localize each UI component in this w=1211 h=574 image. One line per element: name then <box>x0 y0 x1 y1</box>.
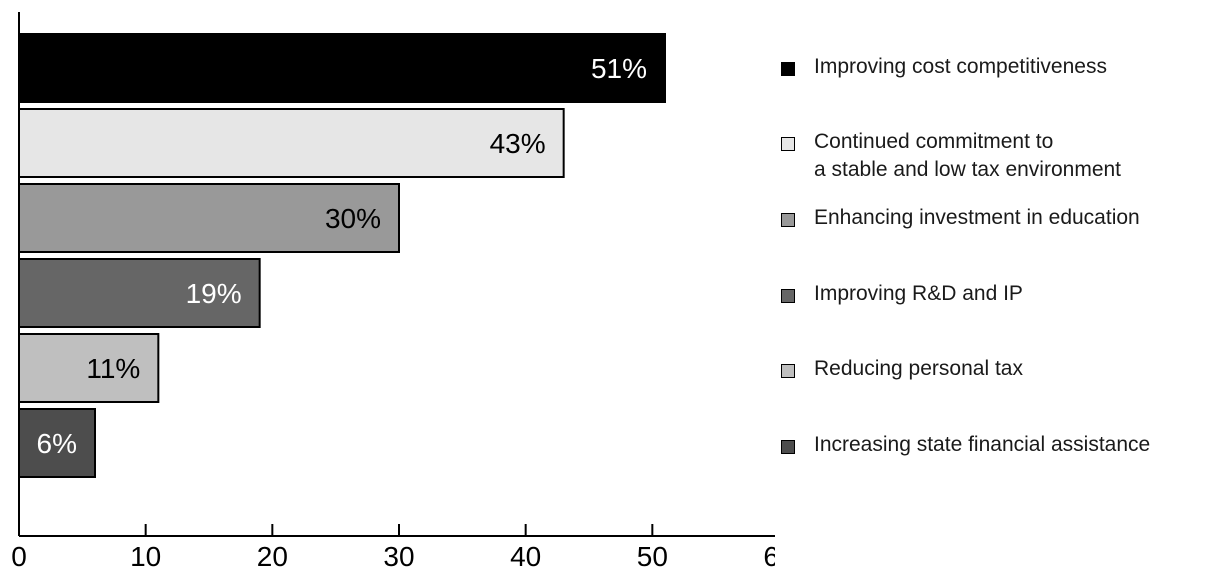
bar-5 <box>18 333 160 403</box>
legend-label: Continued commitment to a stable and low … <box>814 128 1121 184</box>
x-tick-label: 0 <box>11 541 27 572</box>
legend-item: Reducing personal tax <box>781 357 1023 383</box>
legend-label: Increasing state financial assistance <box>814 431 1150 459</box>
legend-label: Improving R&D and IP <box>814 280 1023 308</box>
legend-swatch <box>781 213 795 227</box>
legend-item: Improving R&D and IP <box>781 282 1023 308</box>
bar-value-label: 43% <box>490 128 546 159</box>
bar-2 <box>18 108 565 178</box>
legend-label-line: a stable and low tax environment <box>814 158 1122 181</box>
x-tick-label: 60 <box>763 541 775 572</box>
x-tick-label: 40 <box>510 541 541 572</box>
bar-chart: 51% 43% 30% 19% 11% 6% 0 10 20 30 40 50 60 <box>11 12 775 572</box>
bars-group <box>18 33 666 478</box>
x-tick-label: 10 <box>130 541 161 572</box>
legend-label: Reducing personal tax <box>814 355 1023 383</box>
bar-value-label: 51% <box>591 53 647 84</box>
legend-item: Continued commitment to a stable and low … <box>781 130 1121 184</box>
legend-label: Enhancing investment in education <box>814 204 1140 232</box>
legend-item: Increasing state financial assistance <box>781 433 1150 459</box>
legend-swatch <box>781 137 795 151</box>
legend-item: Improving cost competitiveness <box>781 55 1107 81</box>
x-tick-label: 30 <box>383 541 414 572</box>
legend-swatch <box>781 364 795 378</box>
value-labels-group: 51% 43% 30% 19% 11% 6% <box>37 53 647 459</box>
x-tick-label: 50 <box>637 541 668 572</box>
bar-value-label: 30% <box>325 203 381 234</box>
legend-swatch <box>781 440 795 454</box>
legend-label-line: Reducing personal tax <box>814 357 1023 380</box>
legend-swatch <box>781 62 795 76</box>
legend-item: Enhancing investment in education <box>781 206 1140 232</box>
bar-value-label: 19% <box>186 278 242 309</box>
legend-label-line: Improving cost competitiveness <box>814 55 1107 78</box>
x-axis-ticks <box>18 524 654 536</box>
legend-label-line: Continued commitment to <box>814 130 1054 153</box>
bar-4 <box>18 258 261 328</box>
legend-swatch <box>781 289 795 303</box>
x-tick-label: 20 <box>257 541 288 572</box>
legend-label-line: Improving R&D and IP <box>814 282 1023 305</box>
bar-1 <box>18 33 666 103</box>
bar-value-label: 11% <box>86 353 140 384</box>
legend-label-line: Enhancing investment in education <box>814 206 1140 229</box>
bar-6 <box>18 408 96 478</box>
x-axis-tick-labels: 0 10 20 30 40 50 60 <box>11 541 775 572</box>
legend-label: Improving cost competitiveness <box>814 53 1107 81</box>
bar-value-label: 6% <box>37 428 77 459</box>
legend-label-line: Increasing state financial assistance <box>814 433 1151 456</box>
bar-3 <box>18 183 400 253</box>
